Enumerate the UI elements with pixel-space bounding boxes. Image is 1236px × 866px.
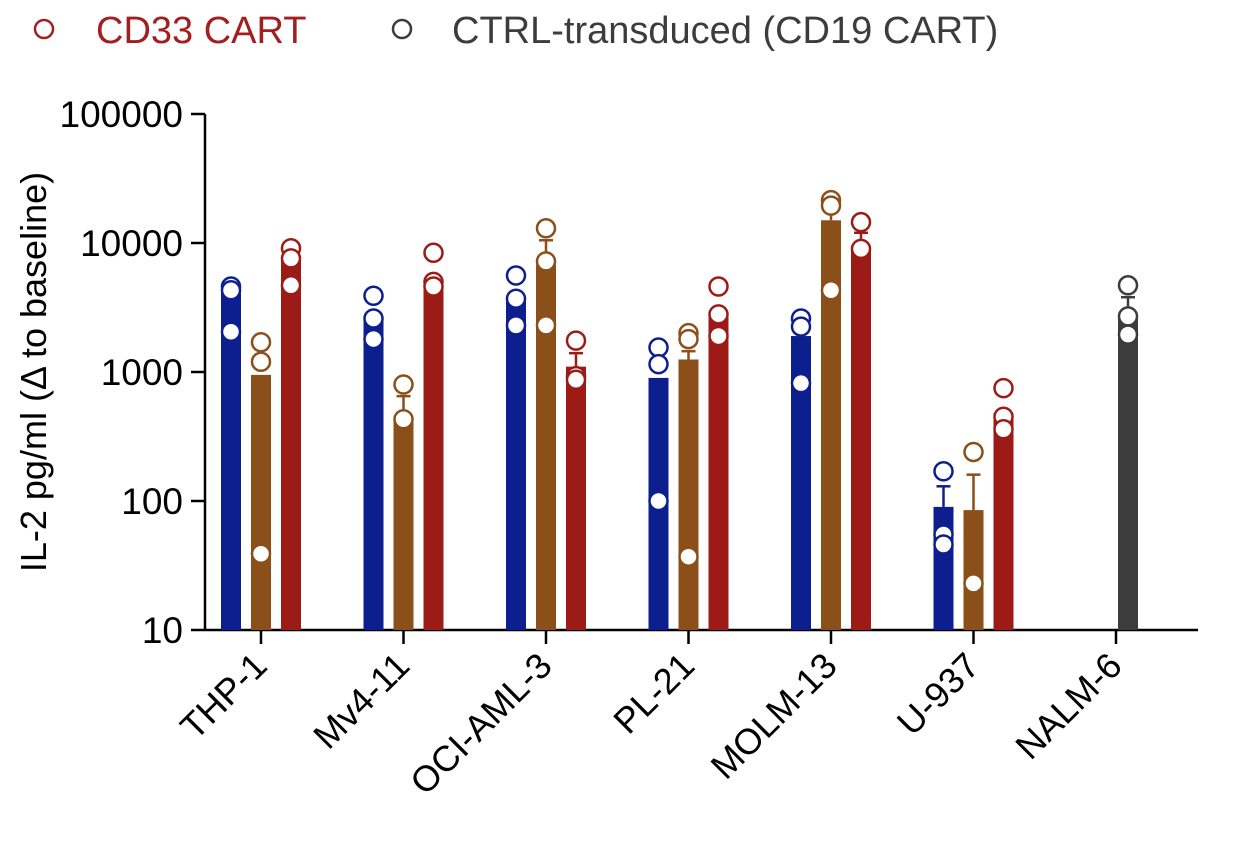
point-thp-1-s2-2 — [250, 351, 272, 373]
y-axis: 10 100 1000 10000 100000 — [60, 94, 207, 651]
y-axis-label: IL-2 pg/ml (Δ to baseline) — [13, 172, 54, 572]
bar-thp-1-s1 — [221, 291, 241, 630]
legend-label-cd33-cart: CD33 CART — [96, 10, 306, 52]
legend: CD33 CART CTRL-transduced (CD19 CART) — [33, 10, 998, 52]
point-thp-1-s2-3 — [250, 543, 272, 565]
bar-molm-13-s1 — [791, 336, 811, 630]
bar-mv4-11-s2 — [393, 420, 414, 630]
bar-nalm-6-s4 — [1118, 316, 1138, 630]
point-oci-aml-3-s1-1 — [505, 265, 527, 286]
y-tick-label-10: 10 — [142, 610, 183, 651]
bar-mv4-11-s1 — [363, 316, 384, 630]
x-tick-label-mv4-11: Mv4-11 — [305, 645, 417, 757]
point-u-937-s1-3 — [933, 534, 954, 555]
bar-thp-1-s2 — [251, 374, 271, 630]
point-u-937-s2-1 — [963, 441, 984, 463]
point-oci-aml-3-s1-3 — [505, 315, 527, 336]
bar-molm-13-s2 — [821, 220, 841, 630]
point-pl-21-s2-2 — [678, 328, 699, 350]
point-oci-aml-3-s2-2 — [535, 251, 557, 272]
x-tick-label-nalm-6: NALM-6 — [1007, 645, 1129, 767]
y-tick-label-10000: 10000 — [80, 223, 183, 264]
point-thp-1-s3-2 — [280, 248, 302, 269]
bar-mv4-11-s3 — [423, 279, 444, 630]
point-oci-aml-3-s2-3 — [535, 315, 557, 336]
point-thp-1-s1-2 — [220, 280, 242, 301]
y-tick-label-100000: 100000 — [60, 94, 183, 135]
bar-oci-aml-3-s2 — [536, 264, 556, 630]
data-points — [220, 189, 1139, 594]
point-mv4-11-s1-1 — [363, 285, 384, 307]
x-tick-label-molm-13: MOLM-13 — [703, 645, 845, 787]
point-pl-21-s2-3 — [678, 546, 699, 567]
point-pl-21-s3-2 — [708, 304, 729, 325]
y-tick-label-1000: 1000 — [101, 352, 183, 393]
point-mv4-11-s3-1 — [423, 242, 444, 264]
point-u-937-s2-2 — [963, 573, 984, 594]
point-nalm-6-s4-1 — [1117, 275, 1139, 296]
bar-molm-13-s3 — [851, 245, 871, 630]
point-nalm-6-s4-2 — [1117, 306, 1139, 327]
x-tick-label-u-937: U-937 — [889, 645, 987, 743]
bar-pl-21-s3 — [708, 316, 729, 630]
point-u-937-s3-3 — [993, 418, 1014, 440]
point-mv4-11-s2-2 — [393, 409, 414, 430]
point-mv4-11-s2-1 — [393, 374, 414, 395]
point-thp-1-s3-3 — [280, 275, 302, 296]
point-oci-aml-3-s2-1 — [535, 218, 557, 239]
legend-marker-ctrl-transduced-cd19-cart — [391, 18, 413, 40]
point-mv4-11-s1-2 — [363, 308, 384, 329]
point-oci-aml-3-s3-3 — [565, 369, 587, 391]
bar-u-937-s2 — [963, 510, 984, 630]
bar-oci-aml-3-s1 — [506, 297, 526, 630]
point-molm-13-s2-2 — [820, 195, 842, 216]
point-pl-21-s1-2 — [648, 353, 669, 375]
point-u-937-s3-1 — [993, 377, 1014, 399]
y-tick-label-100: 100 — [121, 481, 183, 522]
point-oci-aml-3-s3-1 — [565, 330, 587, 351]
bar-thp-1-s3 — [281, 259, 301, 630]
point-nalm-6-s4-3 — [1117, 324, 1139, 345]
point-pl-21-s3-1 — [708, 276, 729, 297]
bar-u-937-s3 — [993, 413, 1014, 630]
point-molm-13-s3-1 — [850, 211, 872, 233]
point-mv4-11-s3-3 — [423, 276, 444, 297]
point-pl-21-s1-1 — [648, 337, 669, 358]
bar-pl-21-s2 — [678, 359, 699, 630]
x-tick-label-thp-1: THP-1 — [172, 645, 275, 748]
point-molm-13-s1-2 — [790, 316, 812, 337]
point-thp-1-s1-3 — [220, 321, 242, 343]
point-oci-aml-3-s1-2 — [505, 288, 527, 309]
point-molm-13-s3-2 — [850, 238, 872, 260]
point-u-937-s1-1 — [933, 461, 954, 482]
point-pl-21-s1-3 — [648, 490, 669, 512]
point-molm-13-s1-3 — [790, 372, 812, 394]
x-tick-label-oci-aml-3: OCI-AML-3 — [402, 645, 560, 803]
point-pl-21-s3-3 — [708, 325, 729, 347]
point-mv4-11-s1-3 — [363, 328, 384, 350]
legend-marker-cd33-cart — [33, 18, 55, 40]
x-tick-label-pl-21: PL-21 — [605, 645, 702, 742]
legend-label-ctrl-transduced-cd19-cart: CTRL-transduced (CD19 CART) — [452, 10, 998, 52]
bar-oci-aml-3-s3 — [566, 366, 586, 630]
point-molm-13-s2-3 — [820, 280, 842, 301]
point-thp-1-s2-1 — [250, 332, 272, 353]
